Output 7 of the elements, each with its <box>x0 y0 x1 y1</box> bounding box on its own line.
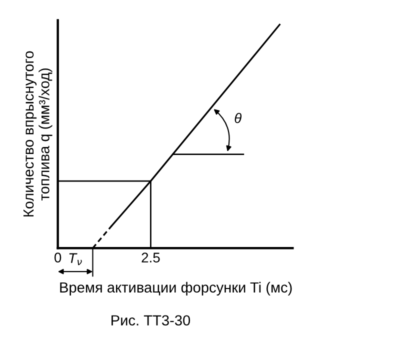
x-axis-title: Время активации форсунки Ti (мс) <box>60 282 292 296</box>
x-tick-label: 2.5 <box>142 252 160 262</box>
annotation: θ <box>234 112 242 124</box>
y-axis-title: Количество впрыснутого топлива q (мм³/ход) <box>23 51 52 216</box>
text: Рис. ТТ3-30 <box>112 315 190 326</box>
x-tick-label: 0 <box>54 252 62 262</box>
text: T$_{ν}$ <box>69 253 82 266</box>
